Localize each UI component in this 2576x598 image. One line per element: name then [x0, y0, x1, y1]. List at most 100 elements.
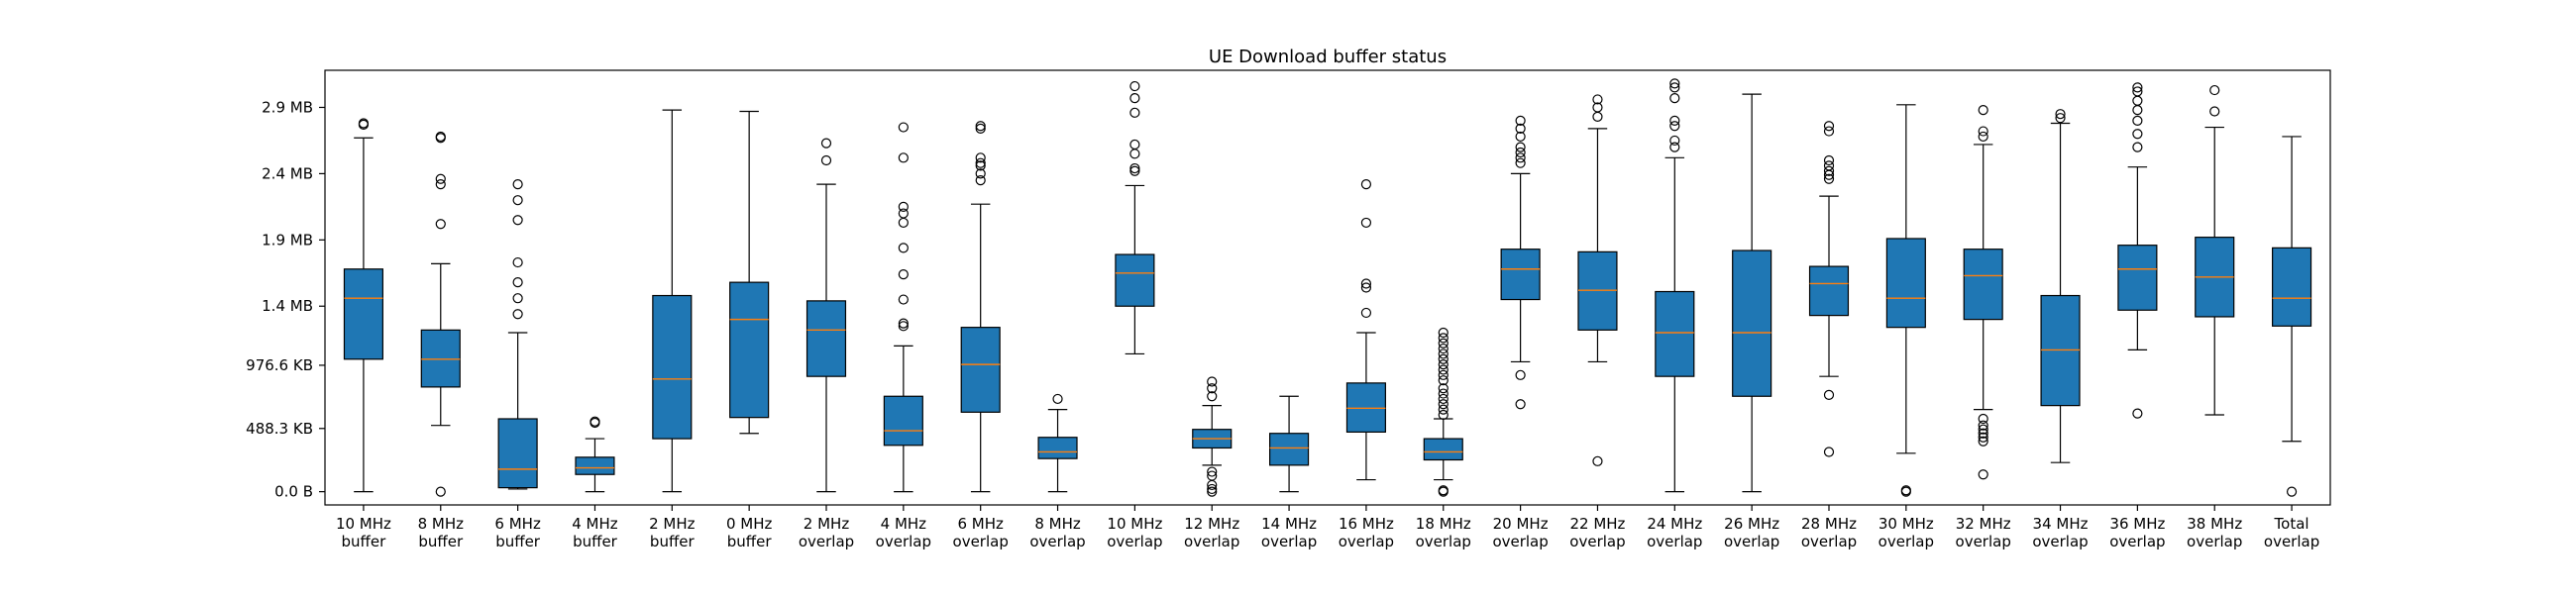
- outlier-point: [1515, 147, 1526, 158]
- box-group: [1732, 93, 1772, 493]
- outlier-point: [1207, 470, 1218, 481]
- outlier-point: [1360, 282, 1372, 293]
- x-tick-label: overlap: [1339, 533, 1394, 550]
- x-tick-label: 22 MHz: [1569, 515, 1625, 533]
- box-iqr: [1500, 249, 1541, 301]
- outlier-point: [512, 277, 523, 288]
- outlier-point: [820, 138, 832, 149]
- outlier-point: [1592, 94, 1603, 105]
- outlier-point: [1207, 391, 1218, 402]
- box-iqr: [1885, 238, 1926, 329]
- box-group: [1269, 395, 1310, 493]
- outlier-point: [1207, 466, 1218, 477]
- x-tick-label: 30 MHz: [1878, 515, 1934, 533]
- x-tick-label: 26 MHz: [1724, 515, 1779, 533]
- outlier-point: [1823, 173, 1835, 184]
- outlier-point: [975, 160, 986, 171]
- x-tick-label: overlap: [1569, 533, 1625, 550]
- x-tick-label: overlap: [876, 533, 931, 550]
- outlier-point: [898, 201, 909, 212]
- outlier-point: [512, 179, 523, 190]
- y-tick-label: 0.0 B: [274, 483, 313, 501]
- outlier-point: [435, 173, 446, 184]
- outlier-point: [1823, 154, 1835, 166]
- box-group: [1500, 115, 1541, 410]
- outlier-point: [2055, 109, 2066, 120]
- x-tick-label: buffer: [418, 533, 464, 550]
- x-tick-label: buffer: [342, 533, 387, 550]
- box-group: [1577, 94, 1618, 466]
- outlier-point: [2132, 142, 2143, 152]
- outlier-point: [1129, 139, 1140, 150]
- outlier-point: [1823, 447, 1835, 457]
- box-iqr: [1808, 265, 1850, 317]
- outlier-point: [1592, 455, 1603, 466]
- x-tick-label: overlap: [1184, 533, 1239, 550]
- outlier-point: [975, 152, 986, 163]
- box-group: [729, 110, 770, 435]
- x-tick-label: 10 MHz: [1107, 515, 1162, 533]
- outlier-point: [898, 122, 909, 133]
- outlier-point: [1978, 131, 1988, 143]
- outlier-point: [1515, 123, 1526, 134]
- x-tick-label: overlap: [1956, 533, 2011, 550]
- x-tick-label: 32 MHz: [1956, 515, 2011, 533]
- outlier-point: [1978, 126, 1988, 137]
- outlier-point: [975, 157, 986, 168]
- outlier-point: [1515, 369, 1526, 380]
- outlier-point: [1978, 428, 1988, 439]
- outlier-point: [2055, 113, 2066, 124]
- box-iqr: [1115, 253, 1155, 307]
- outlier-point: [1438, 333, 1449, 344]
- box-group: [805, 138, 847, 493]
- outlier-point: [1978, 436, 1988, 447]
- outlier-point: [2209, 106, 2220, 117]
- outlier-point: [1978, 420, 1988, 431]
- outlier-point: [2286, 486, 2298, 497]
- outlier-point: [1438, 353, 1449, 364]
- x-tick-label: overlap: [1261, 533, 1317, 550]
- x-tick-label: 34 MHz: [2033, 515, 2089, 533]
- x-tick-label: 8 MHz: [418, 515, 465, 533]
- outlier-point: [1515, 115, 1526, 126]
- outlier-point: [975, 168, 986, 179]
- box-group: [883, 122, 923, 493]
- outlier-point: [1129, 80, 1140, 92]
- outlier-point: [1515, 399, 1526, 410]
- x-tick-label: overlap: [2187, 533, 2242, 550]
- box-group: [1037, 393, 1078, 493]
- box-group: [575, 416, 615, 493]
- outlier-point: [898, 269, 909, 280]
- box-group: [1808, 121, 1850, 457]
- outlier-point: [1669, 93, 1680, 104]
- box-group: [1345, 179, 1386, 481]
- outlier-point: [1207, 376, 1218, 387]
- x-tick-label: 28 MHz: [1801, 515, 1857, 533]
- outlier-point: [1823, 126, 1835, 137]
- outlier-point: [1592, 102, 1603, 113]
- x-tick-label: 2 MHz: [804, 515, 850, 533]
- x-tick-label: 0 MHz: [726, 515, 773, 533]
- box-group: [2117, 82, 2158, 419]
- box-group: [497, 179, 538, 490]
- outlier-point: [512, 309, 523, 320]
- x-tick-label: overlap: [1878, 533, 1934, 550]
- outlier-point: [1823, 160, 1835, 171]
- outlier-point: [1515, 131, 1526, 143]
- x-tick-label: overlap: [1029, 533, 1085, 550]
- box-group: [420, 131, 461, 497]
- x-tick-label: 6 MHz: [957, 515, 1004, 533]
- box-group: [1115, 80, 1155, 355]
- x-tick-label: buffer: [650, 533, 696, 550]
- y-tick-label: 1.4 MB: [262, 297, 313, 315]
- outlier-point: [898, 152, 909, 163]
- x-tick-label: 4 MHz: [572, 515, 618, 533]
- outlier-point: [358, 118, 370, 129]
- box-iqr: [729, 281, 770, 419]
- outlier-point: [975, 174, 986, 186]
- box-group: [1423, 327, 1463, 497]
- x-tick-label: 2 MHz: [649, 515, 696, 533]
- outlier-point: [1900, 485, 1911, 496]
